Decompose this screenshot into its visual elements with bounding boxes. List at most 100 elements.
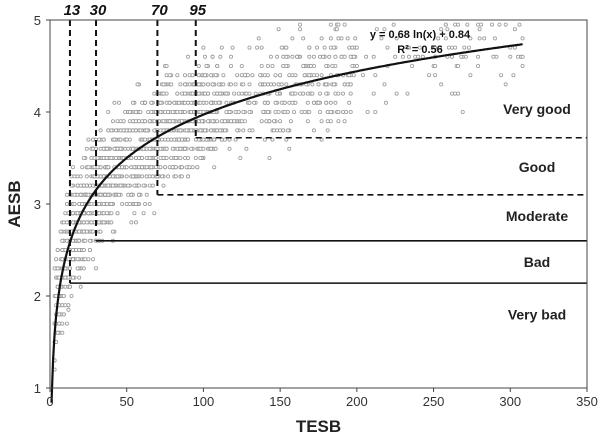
- x-tick-label: 250: [423, 394, 445, 409]
- data-point: [112, 100, 117, 105]
- data-point: [69, 293, 74, 298]
- data-point: [55, 247, 60, 252]
- data-point: [81, 247, 86, 252]
- data-point: [84, 183, 89, 188]
- data-point: [256, 36, 261, 41]
- data-point: [348, 91, 353, 96]
- data-point: [264, 119, 269, 124]
- data-point: [175, 110, 180, 115]
- data-point: [158, 110, 163, 115]
- data-point: [258, 73, 263, 78]
- data-point: [393, 54, 398, 59]
- data-point: [109, 211, 114, 216]
- data-point: [178, 128, 183, 133]
- data-point: [270, 64, 275, 69]
- data-point: [91, 146, 96, 151]
- data-point: [298, 91, 303, 96]
- data-point: [453, 91, 458, 96]
- data-point: [182, 100, 187, 105]
- data-point: [60, 238, 65, 243]
- data-point: [89, 155, 94, 160]
- band-label-bad: Bad: [524, 254, 550, 270]
- data-point: [271, 119, 276, 124]
- data-point: [520, 54, 525, 59]
- data-point: [158, 128, 163, 133]
- data-point: [141, 183, 146, 188]
- data-point: [353, 36, 358, 41]
- data-point: [112, 137, 117, 142]
- data-point: [67, 266, 72, 271]
- data-point: [84, 229, 89, 234]
- data-point: [307, 45, 312, 50]
- data-point: [307, 73, 312, 78]
- data-point: [439, 82, 444, 87]
- data-point: [87, 247, 92, 252]
- data-point: [268, 54, 273, 59]
- data-point: [118, 183, 123, 188]
- data-point: [477, 36, 482, 41]
- data-point: [275, 91, 280, 96]
- data-point: [314, 45, 319, 50]
- data-point: [290, 100, 295, 105]
- data-point: [158, 165, 163, 170]
- data-point: [201, 82, 206, 87]
- data-point: [328, 100, 333, 105]
- data-point: [331, 82, 336, 87]
- data-point: [371, 54, 376, 59]
- band-label-very-bad: Very bad: [508, 306, 566, 322]
- data-point: [126, 183, 131, 188]
- data-point: [230, 45, 235, 50]
- data-point: [247, 45, 252, 50]
- data-point: [163, 110, 168, 115]
- data-point: [77, 275, 82, 280]
- data-point: [124, 174, 129, 179]
- data-point: [374, 27, 379, 32]
- data-point: [167, 100, 172, 105]
- data-point: [175, 91, 180, 96]
- data-point: [133, 201, 138, 206]
- data-point: [163, 137, 168, 142]
- data-point: [449, 54, 454, 59]
- data-point: [140, 165, 145, 170]
- data-point: [344, 110, 349, 115]
- data-point: [443, 22, 448, 27]
- data-point: [130, 146, 135, 151]
- data-point: [278, 119, 283, 124]
- data-point: [161, 82, 166, 87]
- data-point: [224, 110, 229, 115]
- data-point: [465, 22, 470, 27]
- data-point: [241, 128, 246, 133]
- data-point: [219, 45, 224, 50]
- data-point: [259, 64, 264, 69]
- data-point: [261, 110, 266, 115]
- data-point: [212, 165, 217, 170]
- data-point: [63, 275, 68, 280]
- data-point: [267, 155, 272, 160]
- data-point: [239, 64, 244, 69]
- data-point: [459, 54, 464, 59]
- data-point: [189, 100, 194, 105]
- data-point: [94, 266, 99, 271]
- scatter-points: [52, 22, 525, 372]
- data-point: [228, 54, 233, 59]
- data-point: [86, 211, 91, 216]
- data-point: [291, 110, 296, 115]
- data-point: [149, 100, 154, 105]
- data-point: [98, 174, 103, 179]
- data-point: [161, 155, 166, 160]
- data-point: [282, 100, 287, 105]
- data-point: [462, 45, 467, 50]
- data-point: [410, 64, 415, 69]
- data-point: [308, 64, 313, 69]
- data-point: [322, 45, 327, 50]
- data-point: [294, 54, 299, 59]
- data-point: [114, 128, 119, 133]
- data-point: [83, 238, 88, 243]
- data-point: [152, 91, 157, 96]
- x-tick-label: 50: [119, 394, 133, 409]
- data-point: [232, 119, 237, 124]
- data-point: [385, 45, 390, 50]
- data-point: [133, 128, 138, 133]
- data-point: [350, 64, 355, 69]
